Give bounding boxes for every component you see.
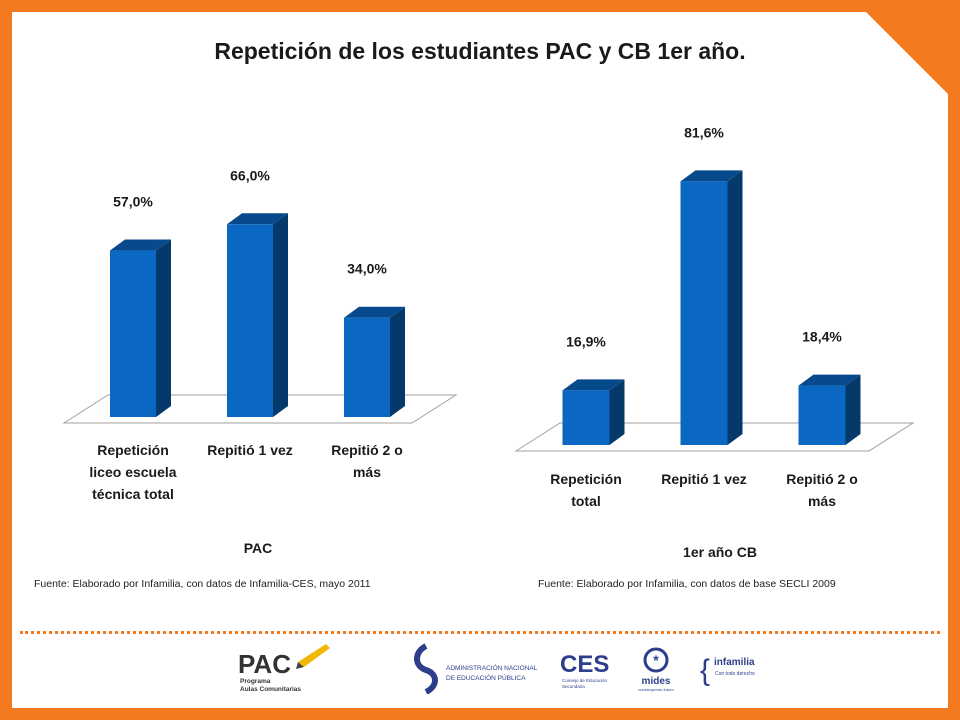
svg-text:*: * <box>653 652 659 668</box>
pencil-icon <box>298 644 330 667</box>
bar <box>680 170 743 445</box>
svg-text:ADMINISTRACIÓN NACIONAL: ADMINISTRACIÓN NACIONAL <box>446 663 538 672</box>
data-label: 18,4% <box>802 329 842 345</box>
svg-text:Secundaria: Secundaria <box>562 684 585 689</box>
svg-text:DE EDUCACIÓN PÚBLICA: DE EDUCACIÓN PÚBLICA <box>446 673 526 682</box>
anep-logo: ADMINISTRACIÓN NACIONAL DE EDUCACIÓN PÚB… <box>414 643 538 695</box>
category-label: Repetición <box>550 471 622 487</box>
ces-logo: CES Consejo de Educación Secundaria <box>560 651 609 689</box>
category-label: liceo escuela <box>89 464 176 480</box>
dotted-divider <box>20 631 940 634</box>
chart-title: PAC <box>244 540 273 556</box>
bar <box>344 306 405 417</box>
category-label: Repitió 2 o <box>786 471 858 487</box>
brace-icon: { <box>700 654 710 687</box>
svg-text:mides: mides <box>642 676 671 687</box>
svg-text:construyendo futuro: construyendo futuro <box>638 687 674 692</box>
source-note-cb: Fuente: Elaborado por Infamilia, con dat… <box>538 578 836 590</box>
svg-text:infamilia: infamilia <box>714 657 755 668</box>
svg-text:Consejo de Educación: Consejo de Educación <box>562 678 608 683</box>
category-label: más <box>353 464 381 480</box>
page-title: Repetición de los estudiantes PAC y CB 1… <box>214 38 746 64</box>
pac-logo-text: PAC <box>238 649 291 679</box>
infamilia-logo: { infamilia Con todo derecho <box>700 654 755 687</box>
chart-title: 1er año CB <box>683 544 757 560</box>
svg-text:Con todo derecho: Con todo derecho <box>715 671 755 677</box>
svg-text:CES: CES <box>560 651 609 678</box>
mides-emblem-icon <box>643 647 669 673</box>
source-note-pac: Fuente: Elaborado por Infamilia, con dat… <box>34 578 371 590</box>
svg-text:Aulas Comunitarias: Aulas Comunitarias <box>240 686 301 693</box>
chart-floor <box>514 422 915 452</box>
bar <box>110 239 171 417</box>
category-label: Repitió 2 o <box>331 442 403 458</box>
logo-strip: PAC Programa Aulas Comunitarias ADMINIST… <box>226 640 775 695</box>
category-label: Repetición <box>97 442 169 458</box>
category-label: Repitió 1 vez <box>207 442 293 458</box>
data-label: 66,0% <box>230 167 270 183</box>
chart-floor <box>62 394 458 424</box>
bar <box>798 374 861 445</box>
data-label: 16,9% <box>566 333 606 349</box>
category-label: Repitió 1 vez <box>661 471 747 487</box>
bar <box>562 379 625 445</box>
pac-logo: PAC Programa Aulas Comunitarias <box>238 644 330 693</box>
anep-emblem-icon <box>414 643 438 695</box>
svg-text:Programa: Programa <box>240 678 271 685</box>
partner-logos: PAC Programa Aulas Comunitarias ADMINIST… <box>238 643 755 695</box>
data-label: 34,0% <box>347 261 387 277</box>
category-label: total <box>571 493 601 509</box>
category-label: más <box>808 493 836 509</box>
data-label: 81,6% <box>684 124 724 140</box>
bar <box>227 213 288 417</box>
category-label: técnica total <box>92 486 174 502</box>
mides-logo: * mides construyendo futuro <box>638 647 674 692</box>
data-label: 57,0% <box>113 194 153 210</box>
